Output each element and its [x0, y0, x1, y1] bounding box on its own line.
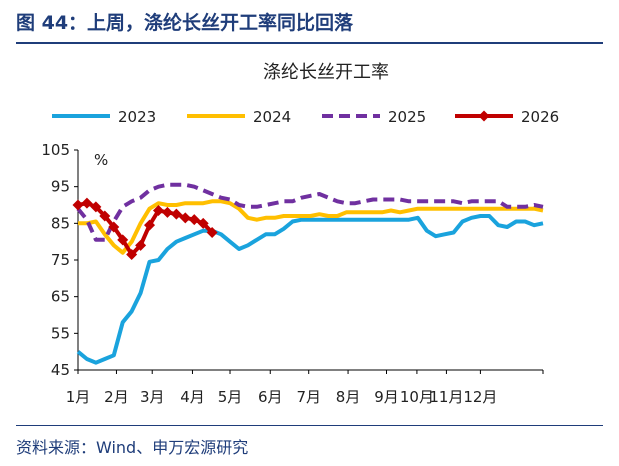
series-line-2023 — [76, 214, 544, 365]
data-point-2026 — [126, 249, 138, 260]
data-point-2026 — [99, 210, 111, 222]
y-tick-label: 45 — [51, 361, 70, 379]
y-axis-unit: % — [94, 151, 108, 169]
y-tick-label: 75 — [51, 251, 70, 269]
y-tick-label: 85 — [51, 214, 70, 232]
x-tick-label: 4月 — [180, 388, 205, 406]
legend-label-2023: 2023 — [118, 108, 156, 126]
plot-area — [72, 182, 544, 365]
data-point-2026 — [170, 208, 182, 220]
data-point-2026 — [144, 219, 156, 231]
y-tick-label: 105 — [41, 141, 70, 159]
title-rule — [16, 42, 603, 44]
x-tick-label: 10月 — [400, 388, 434, 406]
source-note: 资料来源：Wind、申万宏源研究 — [16, 438, 249, 457]
x-tick-label: 11月 — [429, 388, 463, 406]
x-tick-label: 5月 — [218, 388, 243, 406]
figure-title: 图 44：上周，涤纶长丝开工率同比回落 — [16, 12, 354, 34]
data-point-2026 — [161, 206, 173, 218]
legend-label-2024: 2024 — [253, 108, 291, 126]
data-point-2026 — [152, 205, 164, 216]
y-tick-label: 65 — [51, 288, 70, 306]
x-tick-label: 2月 — [104, 388, 129, 406]
series-line-2026 — [77, 201, 214, 257]
x-tick-label: 12月 — [463, 388, 497, 406]
y-tick-label: 95 — [51, 178, 70, 196]
y-tick-label: 55 — [51, 324, 70, 342]
x-tick-label: 6月 — [258, 388, 283, 406]
x-tick-label: 8月 — [336, 388, 361, 406]
data-point-2026 — [135, 239, 147, 251]
data-point-2026 — [188, 214, 200, 226]
legend-label-2025: 2025 — [388, 108, 426, 126]
data-point-2026 — [72, 199, 84, 211]
data-point-2026 — [108, 221, 120, 233]
x-tick-label: 9月 — [374, 388, 399, 406]
x-tick-label: 3月 — [140, 388, 165, 406]
data-point-2026 — [197, 217, 209, 229]
series-line-2025 — [76, 182, 544, 242]
data-point-2026 — [117, 234, 129, 246]
source-rule — [16, 425, 603, 426]
data-point-2026 — [90, 201, 102, 213]
legend-label-2026: 2026 — [521, 108, 559, 126]
legend-marker-2026 — [478, 110, 490, 122]
x-tick-label: 7月 — [296, 388, 321, 406]
data-point-2026 — [206, 227, 218, 238]
series-line-2024 — [78, 199, 544, 255]
x-tick-label: 1月 — [66, 388, 91, 406]
chart-title: 涤纶长丝开工率 — [263, 62, 389, 83]
data-point-2026 — [81, 197, 93, 209]
chart-legend: 2023 2024 2025 2026 — [52, 108, 559, 126]
data-point-2026 — [179, 212, 191, 224]
